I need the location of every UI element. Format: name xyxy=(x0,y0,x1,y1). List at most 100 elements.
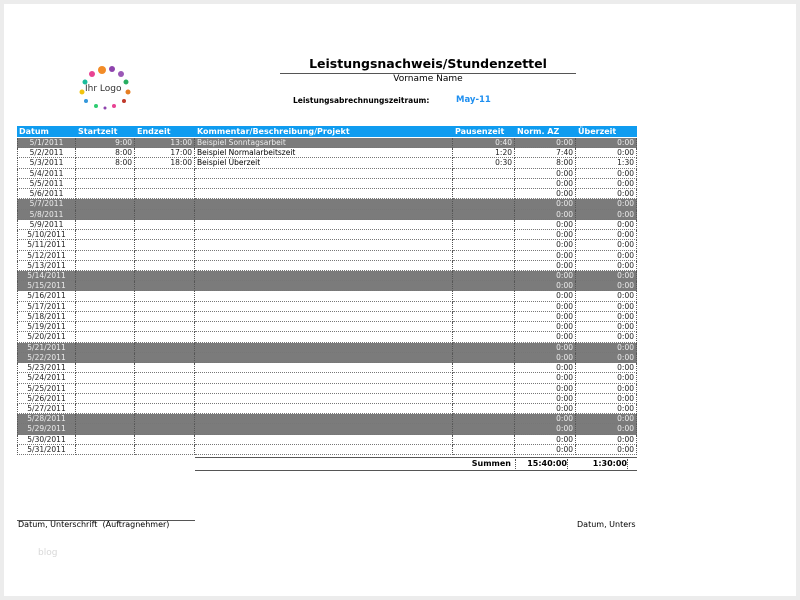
cell-pause xyxy=(453,373,515,384)
cell-norm: 0:00 xyxy=(515,291,576,302)
cell-pause xyxy=(453,311,515,323)
cell-over: 0:00 xyxy=(576,403,637,415)
cell-norm: 0:00 xyxy=(515,199,576,210)
cell-end: 18:00 xyxy=(135,158,195,169)
cell-comment xyxy=(195,291,453,302)
cell-over: 0:00 xyxy=(576,373,637,384)
cell-comment xyxy=(195,189,453,200)
cell-start xyxy=(76,363,135,374)
cell-comment xyxy=(195,363,453,374)
subtitle: Vorname Name xyxy=(393,74,463,84)
cell-comment: Beispiel Überzeit xyxy=(195,158,453,169)
cell-over: 0:00 xyxy=(576,240,637,251)
cell-over: 0:00 xyxy=(576,291,637,302)
cell-date: 5/15/2011 xyxy=(17,281,76,292)
cell-start xyxy=(76,332,135,343)
cell-norm: 0:00 xyxy=(515,393,576,404)
cell-start xyxy=(76,414,135,425)
cell-pause: 0:30 xyxy=(453,158,515,169)
cell-date: 5/7/2011 xyxy=(17,199,76,210)
cell-comment xyxy=(195,219,453,231)
cell-start xyxy=(76,240,135,251)
cell-comment xyxy=(195,281,453,292)
cell-over: 0:00 xyxy=(576,270,637,282)
cell-end xyxy=(135,352,195,364)
cell-date: 5/24/2011 xyxy=(17,373,76,384)
cell-over: 0:00 xyxy=(576,250,637,261)
cell-start xyxy=(76,250,135,261)
column-header: Startzeit xyxy=(78,127,118,136)
cell-over: 1:30 xyxy=(576,158,637,169)
cell-norm: 0:00 xyxy=(515,270,576,282)
cell-date: 5/18/2011 xyxy=(17,311,76,323)
cell-date: 5/8/2011 xyxy=(17,209,76,220)
cell-norm: 0:00 xyxy=(515,281,576,292)
cell-pause xyxy=(453,444,515,456)
cell-comment xyxy=(195,240,453,251)
cell-pause xyxy=(453,270,515,282)
cell-over: 0:00 xyxy=(576,219,637,231)
cell-date: 5/11/2011 xyxy=(17,240,76,251)
cell-end xyxy=(135,393,195,404)
cell-over: 0:00 xyxy=(576,209,637,220)
cell-end xyxy=(135,434,195,445)
cell-end xyxy=(135,199,195,210)
cell-date: 5/13/2011 xyxy=(17,260,76,271)
cell-date: 5/4/2011 xyxy=(17,168,76,179)
cell-date: 5/9/2011 xyxy=(17,219,76,231)
cell-over: 0:00 xyxy=(576,342,637,353)
cell-comment xyxy=(195,230,453,241)
cell-pause xyxy=(453,403,515,415)
cell-start xyxy=(76,352,135,364)
cell-end xyxy=(135,403,195,415)
cell-over: 0:00 xyxy=(576,168,637,179)
cell-norm: 0:00 xyxy=(515,189,576,200)
period-value: May-11 xyxy=(456,95,491,105)
cell-pause xyxy=(453,240,515,251)
cell-end xyxy=(135,332,195,343)
cell-norm: 0:00 xyxy=(515,414,576,425)
cell-comment xyxy=(195,373,453,384)
cell-end xyxy=(135,301,195,312)
title-rule xyxy=(280,73,576,74)
cell-date: 5/12/2011 xyxy=(17,250,76,261)
cell-norm: 0:00 xyxy=(515,178,576,190)
cell-start xyxy=(76,168,135,179)
cell-start xyxy=(76,393,135,404)
cell-pause xyxy=(453,178,515,190)
cell-end xyxy=(135,322,195,333)
cell-norm: 0:00 xyxy=(515,352,576,364)
cell-end xyxy=(135,250,195,261)
cell-date: 5/28/2011 xyxy=(17,414,76,425)
cell-pause: 1:20 xyxy=(453,148,515,159)
cell-start xyxy=(76,270,135,282)
cell-end xyxy=(135,424,195,435)
totals-norm: 15:40:00 xyxy=(515,459,568,470)
cell-pause: 0:40 xyxy=(453,138,515,149)
cell-pause xyxy=(453,342,515,353)
cell-over: 0:00 xyxy=(576,281,637,292)
signature-left: Datum, Unterschrift (Auftragnehmer) xyxy=(18,520,170,529)
cell-date: 5/31/2011 xyxy=(17,444,76,456)
cell-over: 0:00 xyxy=(576,322,637,333)
cell-norm: 0:00 xyxy=(515,322,576,333)
cell-end: 13:00 xyxy=(135,138,195,149)
cell-norm: 0:00 xyxy=(515,301,576,312)
cell-norm: 0:00 xyxy=(515,138,576,149)
cell-norm: 0:00 xyxy=(515,260,576,271)
watermark: blog xyxy=(38,548,58,558)
cell-norm: 0:00 xyxy=(515,332,576,343)
cell-over: 0:00 xyxy=(576,230,637,241)
cell-start xyxy=(76,178,135,190)
cell-comment xyxy=(195,260,453,271)
cell-comment xyxy=(195,178,453,190)
cell-end xyxy=(135,168,195,179)
cell-end xyxy=(135,444,195,456)
cell-date: 5/26/2011 xyxy=(17,393,76,404)
cell-pause xyxy=(453,363,515,374)
cell-over: 0:00 xyxy=(576,363,637,374)
cell-norm: 7:40 xyxy=(515,148,576,159)
cell-pause xyxy=(453,434,515,445)
header-bg xyxy=(17,126,637,137)
cell-date: 5/20/2011 xyxy=(17,332,76,343)
